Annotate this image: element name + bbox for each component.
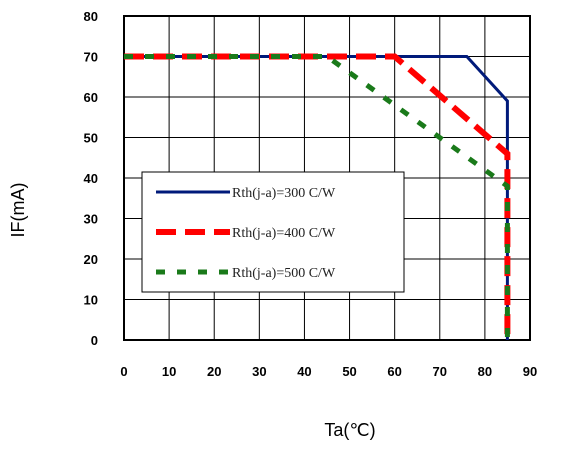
legend-label-1: Rth(j-a)=300 C/W <box>232 186 336 201</box>
series-layer <box>124 53 511 340</box>
y-tick-label-4: 40 <box>84 171 98 186</box>
y-tick-label-1: 10 <box>84 293 98 308</box>
y-tick-label-2: 20 <box>84 252 98 267</box>
legend: Rth(j-a)=300 C/W Rth(j-a)=400 C/W Rth(j-a)… <box>141 171 405 293</box>
y-axis-label: IF(mA) <box>8 183 28 238</box>
x-tick-label-7: 70 <box>433 364 447 379</box>
y-tick-label-5: 50 <box>84 131 98 146</box>
x-tick-label-5: 50 <box>342 364 356 379</box>
y-tick-label-3: 30 <box>84 212 98 227</box>
legend-label-2: Rth(j-a)=400 C/W <box>232 226 336 241</box>
plot-frame <box>123 15 531 341</box>
y-tick-label-0: 0 <box>91 333 98 348</box>
x-tick-label-3: 30 <box>252 364 266 379</box>
y-tick-label-6: 60 <box>84 90 98 105</box>
y-tick-label-7: 70 <box>84 50 98 65</box>
x-tick-label-8: 80 <box>478 364 492 379</box>
ticks: 0 10 20 30 40 50 60 70 80 90 0 10 20 30 40 50 60 70 80 <box>84 9 538 379</box>
x-tick-label-4: 40 <box>297 364 311 379</box>
x-tick-label-0: 0 <box>120 364 127 379</box>
x-tick-label-6: 60 <box>387 364 401 379</box>
legend-label-3: Rth(j-a)=500 C/W <box>232 266 336 281</box>
y-tick-label-8: 80 <box>84 9 98 24</box>
x-tick-label-9: 90 <box>523 364 537 379</box>
x-axis-label: Ta(℃) <box>324 420 375 440</box>
x-tick-label-2: 20 <box>207 364 221 379</box>
x-tick-label-1: 10 <box>162 364 176 379</box>
